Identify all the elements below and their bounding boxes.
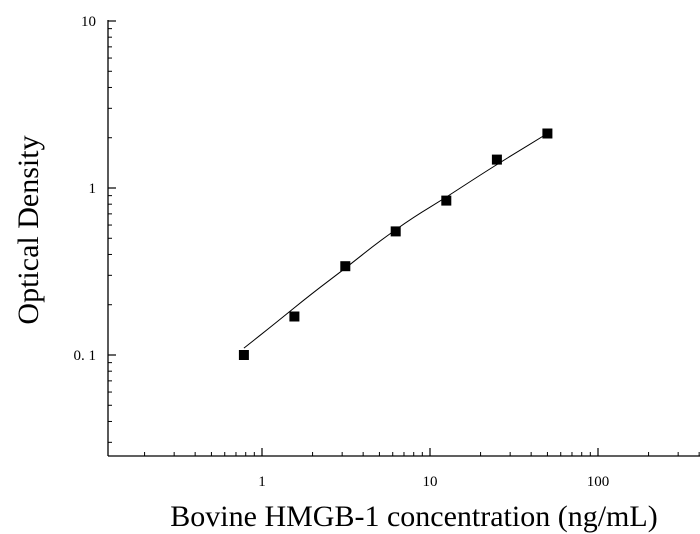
x-axis-title: Bovine HMGB-1 concentration (ng/mL) <box>170 500 657 533</box>
data-point <box>491 154 502 165</box>
x-tick-label: 10 <box>423 474 438 490</box>
ticks <box>108 20 700 456</box>
y-tick-label: 0. 1 <box>74 348 97 364</box>
y-axis-title: Optical Density <box>12 135 45 324</box>
data-point <box>289 311 300 322</box>
data-point <box>441 195 452 206</box>
data-point <box>238 350 249 360</box>
x-tick-label: 100 <box>587 474 610 490</box>
data-point <box>542 128 553 139</box>
tick-labels: 1 10 100 0. 1 1 10 <box>74 14 610 490</box>
data-point <box>340 261 351 272</box>
x-tick-label: 1 <box>258 474 266 490</box>
y-tick-label: 10 <box>81 14 96 30</box>
y-tick-label: 1 <box>89 181 97 197</box>
fit-curve-layer <box>243 133 548 349</box>
data-point <box>390 226 401 237</box>
fit-curve <box>243 133 548 349</box>
data-points <box>238 128 553 360</box>
